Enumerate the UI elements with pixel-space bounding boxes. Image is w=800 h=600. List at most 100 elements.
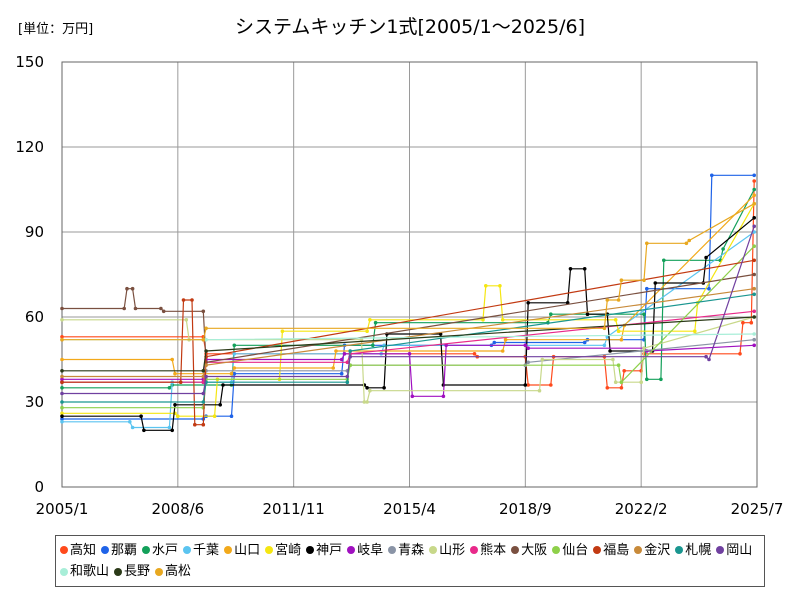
series-高知: [60, 179, 756, 390]
data-point: [410, 394, 415, 399]
data-point: [484, 284, 488, 288]
series-長野: [60, 315, 756, 373]
y-tick-label: 90: [25, 223, 44, 241]
data-point: [472, 352, 477, 356]
legend-marker: [593, 546, 602, 554]
data-point: [659, 377, 663, 382]
data-point: [645, 286, 649, 291]
data-point: [619, 380, 624, 385]
data-point: [201, 369, 206, 373]
data-point: [492, 340, 497, 345]
data-point: [161, 309, 166, 314]
data-point: [752, 173, 756, 178]
data-point: [201, 391, 206, 396]
data-point: [204, 363, 208, 368]
legend-item: 山形: [429, 540, 465, 561]
data-point: [498, 284, 502, 288]
data-point: [549, 383, 553, 387]
data-point: [441, 394, 446, 399]
data-point: [645, 377, 649, 382]
data-point: [362, 400, 367, 404]
data-point: [752, 193, 756, 197]
data-point: [642, 312, 646, 317]
data-point: [752, 258, 756, 263]
data-point: [752, 179, 756, 183]
data-point: [60, 420, 64, 424]
data-point: [707, 357, 711, 362]
data-point: [60, 411, 64, 416]
series-line: [62, 273, 755, 363]
legend-item: 千葉: [183, 540, 219, 561]
data-point: [613, 380, 618, 385]
data-point: [537, 388, 542, 393]
y-tick-label: 30: [25, 393, 44, 411]
data-point: [229, 371, 234, 376]
legend-label: 神戸: [316, 542, 343, 558]
series-line: [62, 189, 755, 389]
data-point: [167, 386, 172, 390]
x-tick-label: 2005/1: [36, 500, 89, 518]
plot-area: [61, 61, 758, 488]
data-point: [526, 301, 530, 305]
data-point: [348, 354, 353, 359]
legend-label: 山口: [234, 542, 261, 558]
legend-item: 岡山: [716, 540, 752, 561]
data-point: [752, 286, 756, 291]
legend-marker: [155, 567, 164, 576]
data-point: [345, 360, 350, 365]
series-line: [62, 316, 755, 372]
series-line: [62, 288, 755, 378]
data-point: [605, 386, 610, 390]
data-point: [752, 201, 756, 206]
legend-label: 高知: [70, 542, 97, 558]
legend-marker: [470, 546, 479, 554]
x-tick-label: 2015/4: [383, 500, 436, 518]
data-point: [60, 405, 64, 410]
data-point: [382, 386, 386, 390]
data-point: [130, 286, 135, 291]
legend-label: 金沢: [644, 542, 671, 558]
data-point: [345, 374, 350, 379]
legend-marker: [142, 546, 151, 554]
data-point: [232, 371, 237, 376]
data-point: [60, 374, 64, 379]
data-point: [170, 428, 174, 433]
data-point: [201, 337, 206, 342]
data-point: [616, 298, 621, 302]
y-tick-label: 150: [15, 53, 44, 71]
data-point: [133, 306, 138, 311]
legend-marker: [634, 546, 643, 554]
data-point: [568, 267, 573, 271]
legend-item: 仙台: [552, 540, 588, 561]
series-札幌: [60, 292, 756, 404]
legend-item: 福島: [593, 540, 629, 561]
unit-label: [単位：万円]: [18, 21, 93, 37]
legend-marker: [552, 546, 561, 554]
data-point: [60, 357, 64, 362]
data-point: [348, 349, 353, 353]
data-point: [368, 318, 372, 322]
data-point: [707, 286, 711, 291]
data-point: [500, 318, 505, 322]
data-point: [613, 318, 618, 322]
legend-item: 高松: [155, 561, 191, 582]
legend-item: 神戸: [306, 540, 342, 561]
data-point: [176, 414, 180, 419]
legend-label: 福島: [603, 542, 630, 558]
data-point: [752, 187, 756, 192]
legend-marker: [306, 546, 315, 554]
legend-item: 那覇: [101, 540, 137, 561]
data-point: [60, 380, 64, 385]
legend-marker: [675, 546, 684, 554]
legend-label: 千葉: [193, 542, 220, 558]
data-point: [184, 318, 189, 322]
data-point: [704, 354, 708, 359]
legend-item: 札幌: [675, 540, 711, 561]
series-line: [62, 245, 755, 409]
data-point: [687, 238, 691, 243]
data-point: [752, 292, 756, 297]
y-axis-ticks: 0 30 60 90 120 150: [15, 53, 44, 496]
legend-item: 岐阜: [347, 540, 383, 561]
legend-item: 水戸: [142, 540, 178, 561]
data-point: [178, 380, 183, 385]
